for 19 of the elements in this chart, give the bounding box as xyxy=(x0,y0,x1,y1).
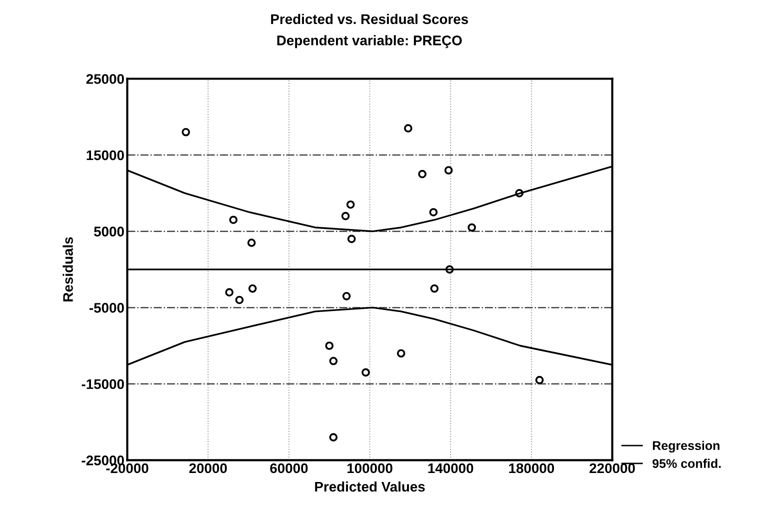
y-tick-label: 15000 xyxy=(86,150,124,160)
y-tick-label: 25000 xyxy=(86,74,124,84)
legend-label: 95% confid. xyxy=(652,458,721,468)
legend-label: Regression xyxy=(652,440,720,453)
x-tick-label: 140000 xyxy=(428,463,474,474)
x-axis-title: Predicted Values xyxy=(315,481,425,492)
y-tick-label: -15000 xyxy=(82,379,124,390)
x-tick-label: 60000 xyxy=(270,463,308,474)
y-tick-label: -5000 xyxy=(90,302,124,313)
y-axis-title: Residuals xyxy=(62,237,73,302)
x-tick-label: 180000 xyxy=(509,463,554,474)
y-tick-label: 5000 xyxy=(94,226,124,236)
x-tick-label: 100000 xyxy=(347,463,392,474)
x-tick-label: -20000 xyxy=(106,463,148,474)
x-tick-label: 20000 xyxy=(189,463,227,474)
chart-subtitle: Dependent variable: PREÇO xyxy=(277,35,462,48)
chart-title: Predicted vs. Residual Scores xyxy=(271,14,468,24)
x-tick-label: 220000 xyxy=(590,463,635,474)
y-tick-label: -25000 xyxy=(82,456,124,466)
